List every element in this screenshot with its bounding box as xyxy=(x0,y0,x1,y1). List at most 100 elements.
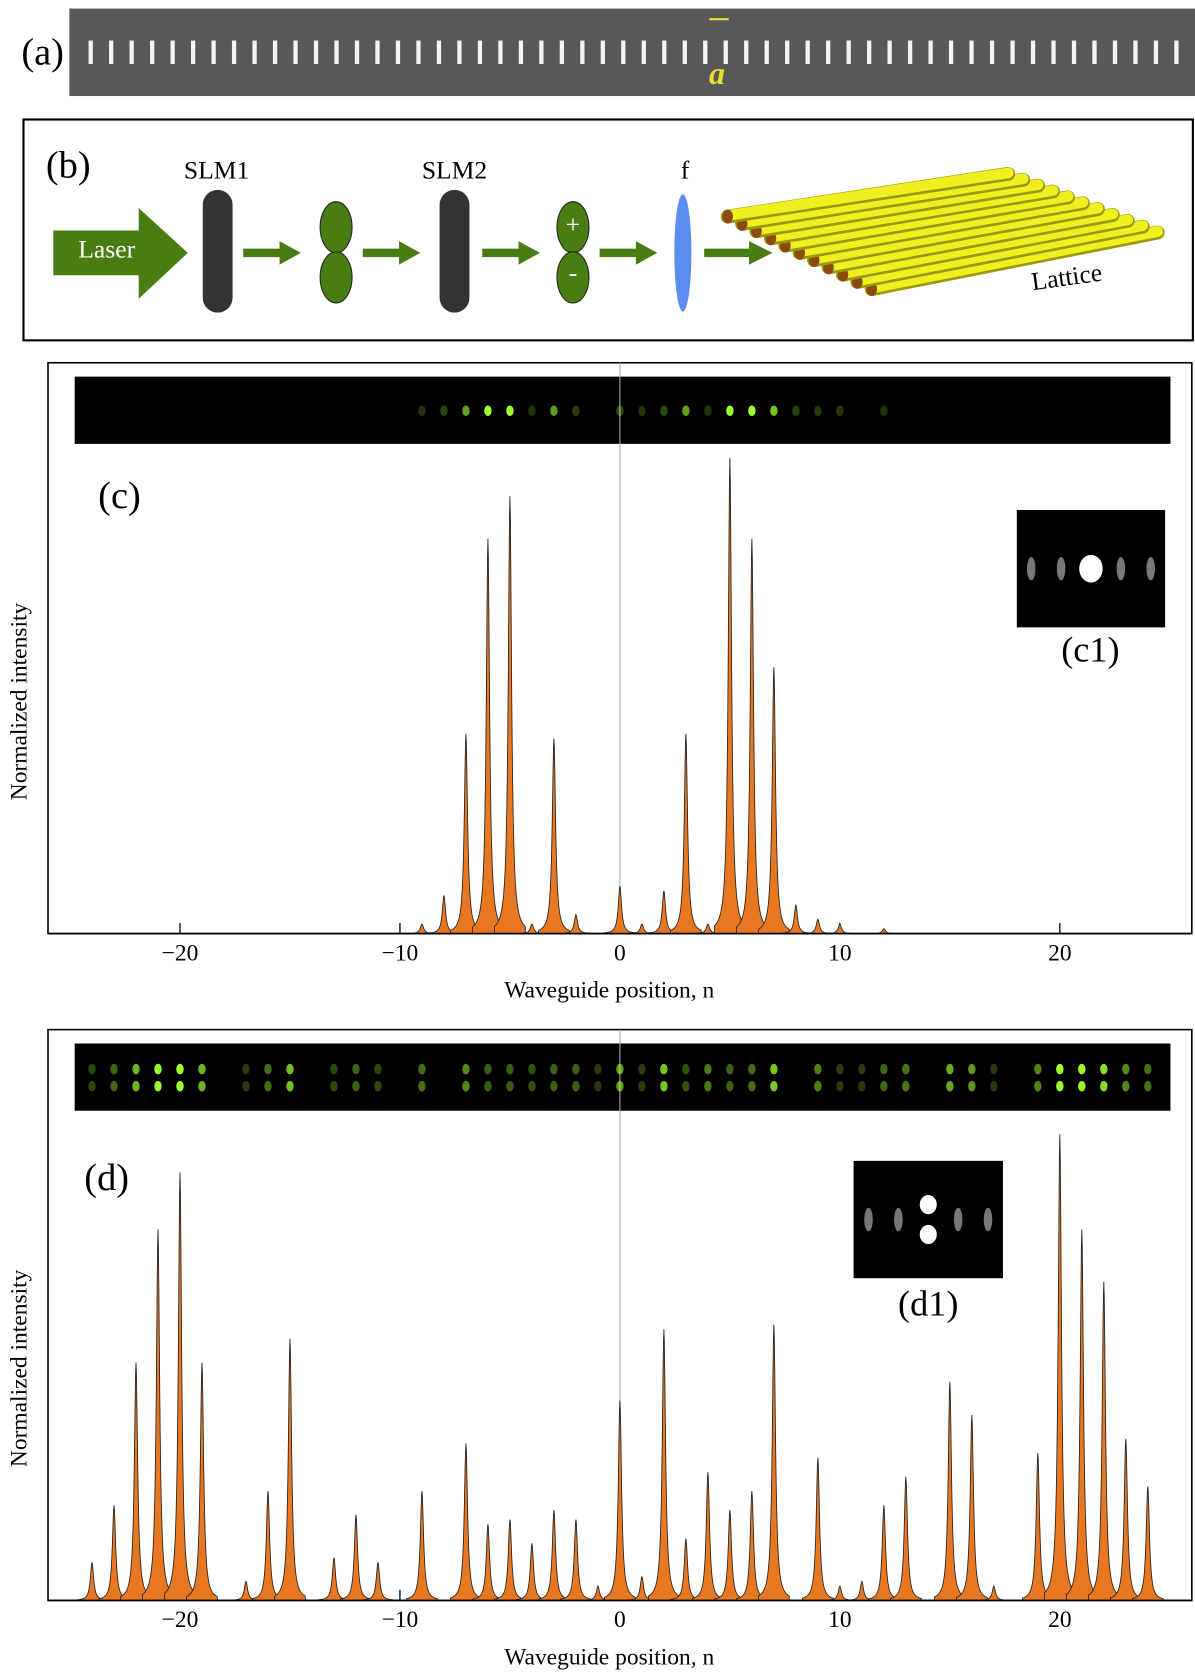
arrows xyxy=(243,241,773,265)
waveguide xyxy=(293,40,298,65)
waveguide xyxy=(662,40,667,65)
waveguide xyxy=(354,40,360,65)
waveguide xyxy=(231,40,237,65)
camera-spot xyxy=(748,405,756,417)
camera-spot xyxy=(528,405,536,417)
x-tick-label: −10 xyxy=(382,1607,419,1633)
camera-spot xyxy=(660,405,668,417)
waveguide xyxy=(395,40,401,65)
arrow xyxy=(704,241,773,265)
camera-spot xyxy=(682,1063,690,1075)
x-tick-label: −20 xyxy=(162,940,199,966)
camera-spot xyxy=(374,1080,382,1092)
peak xyxy=(1043,1134,1076,1601)
waveguide xyxy=(744,40,749,65)
slm xyxy=(202,189,233,313)
waveguide xyxy=(928,40,933,65)
camera-spot xyxy=(704,1063,712,1075)
waveguide xyxy=(580,40,585,65)
waveguide xyxy=(150,40,155,65)
camera-spot xyxy=(352,1063,360,1075)
peak xyxy=(604,1400,636,1601)
camera-spot xyxy=(88,1080,96,1092)
camera-spot xyxy=(550,405,558,417)
camera-spot xyxy=(440,405,448,417)
camera-spot xyxy=(1034,1063,1042,1075)
camera-spot xyxy=(242,1063,250,1075)
peak xyxy=(142,1229,174,1601)
waveguide xyxy=(190,40,196,65)
inset-image xyxy=(853,1160,1003,1279)
waveguide xyxy=(88,40,93,65)
waveguide xyxy=(641,40,646,65)
rod xyxy=(837,214,1134,279)
beam-lobe xyxy=(556,251,590,304)
camera-spot xyxy=(1122,1063,1130,1075)
camera-spot xyxy=(990,1063,998,1075)
camera-spot xyxy=(726,1080,734,1092)
camera-spot xyxy=(484,1080,492,1092)
peak xyxy=(252,1491,284,1601)
waveguide xyxy=(170,40,175,65)
inset-spot xyxy=(1056,556,1066,581)
camera-spot xyxy=(506,1080,514,1092)
camera-spot xyxy=(1144,1063,1152,1075)
camera-spot xyxy=(1078,1080,1086,1092)
peak xyxy=(956,1414,988,1601)
camera-spot xyxy=(572,405,580,417)
camera-spot xyxy=(748,1080,756,1092)
waveguide xyxy=(559,40,564,65)
arrow xyxy=(362,241,421,265)
camera-spot xyxy=(1100,1080,1108,1092)
camera-spot xyxy=(286,1080,294,1092)
rod xyxy=(722,167,1014,221)
x-tick-label: 20 xyxy=(1048,940,1071,966)
camera-spot xyxy=(814,405,822,417)
rod xyxy=(779,190,1074,250)
camera-spot xyxy=(880,1080,888,1092)
x-tick-label: 0 xyxy=(614,940,626,966)
camera-spot xyxy=(858,1080,866,1092)
peak xyxy=(186,1362,218,1601)
camera-spot xyxy=(880,1063,888,1075)
waveguide xyxy=(600,40,605,65)
peak xyxy=(340,1514,372,1601)
phase-label: - xyxy=(569,258,578,287)
peak xyxy=(538,738,570,935)
camera-spot xyxy=(462,405,470,417)
camera-spot xyxy=(572,1080,580,1092)
waveguide-bars xyxy=(88,40,1179,65)
rod-end xyxy=(722,209,734,224)
x-axis-label: Waveguide position, n xyxy=(504,1645,714,1671)
camera-spot xyxy=(1056,1080,1064,1092)
peak xyxy=(362,1562,394,1601)
camera-spot xyxy=(946,1080,954,1092)
waveguide xyxy=(211,40,216,65)
camera-spot xyxy=(132,1080,140,1092)
waveguide xyxy=(518,40,524,65)
waveguide xyxy=(1030,40,1036,65)
waveguide xyxy=(907,40,913,65)
camera-spot xyxy=(594,1063,602,1075)
camera-spot xyxy=(814,1063,822,1075)
peak xyxy=(780,903,812,935)
y-axis-label: Normalized intensity xyxy=(7,1269,33,1467)
camera-spot xyxy=(352,1080,360,1092)
scale-label: a xyxy=(709,55,725,91)
camera-spot xyxy=(1078,1063,1086,1075)
rod xyxy=(751,179,1044,236)
panel-label: (a) xyxy=(21,31,64,73)
waveguide xyxy=(867,40,872,65)
peak xyxy=(604,885,636,935)
phase-label: + xyxy=(566,210,580,239)
camera-spot xyxy=(154,1063,162,1075)
waveguide xyxy=(846,40,851,65)
waveguide xyxy=(785,40,790,65)
camera-spot xyxy=(660,1080,668,1092)
camera-spot xyxy=(836,405,844,417)
camera-spot xyxy=(1122,1080,1130,1092)
peak xyxy=(1065,1229,1098,1601)
camera-spot xyxy=(198,1063,206,1075)
waveguide xyxy=(416,40,421,65)
